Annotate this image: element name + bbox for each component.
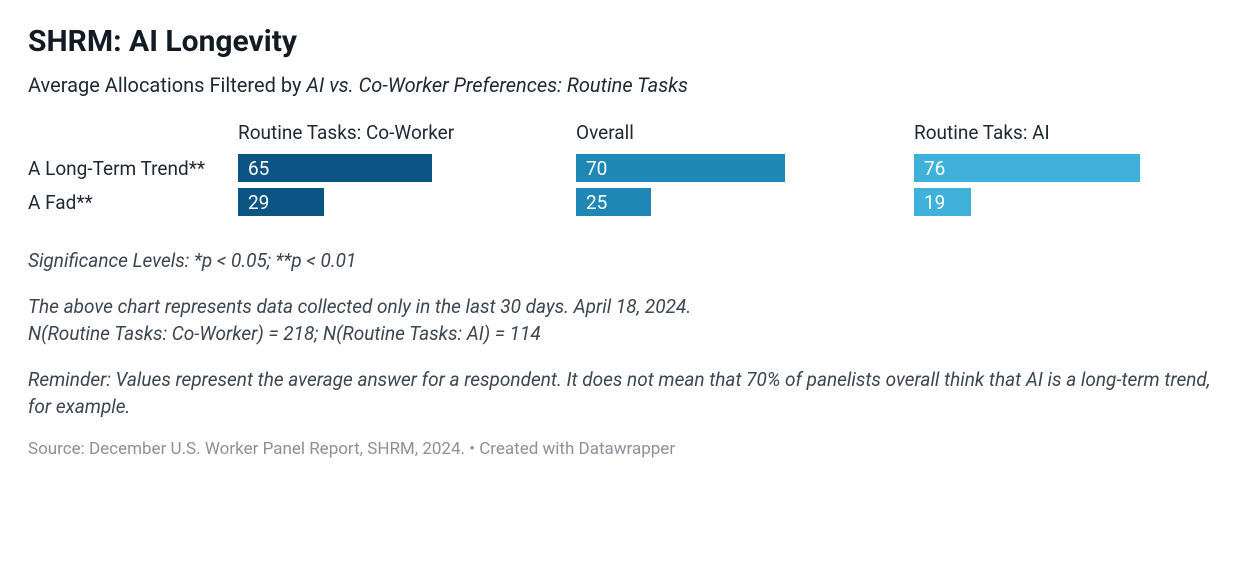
chart-column: Routine Taks: AI 76 19 — [914, 121, 1212, 219]
note-collection: The above chart represents data collecte… — [28, 293, 1212, 348]
subtitle-prefix: Average Allocations Filtered by — [28, 73, 306, 97]
bar: 25 — [576, 188, 651, 216]
bar-row: 25 — [576, 185, 874, 219]
bar-row: 65 — [238, 151, 536, 185]
bar-row: 19 — [914, 185, 1212, 219]
bar-row: 70 — [576, 151, 874, 185]
note-collection-line2: N(Routine Tasks: Co-Worker) = 218; N(Rou… — [28, 322, 541, 345]
row-label: A Long-Term Trend** — [28, 151, 238, 185]
bar: 65 — [238, 154, 432, 182]
chart-column: Overall 70 25 — [576, 121, 874, 219]
chart-source: Source: December U.S. Worker Panel Repor… — [28, 439, 1212, 459]
note-reminder: Reminder: Values represent the average a… — [28, 366, 1212, 421]
row-label: A Fad** — [28, 185, 238, 219]
chart-columns: Routine Tasks: Co-Worker 65 29 Overall 70 25 R… — [238, 121, 1212, 219]
row-labels: A Long-Term Trend** A Fad** — [28, 121, 238, 219]
note-significance: Significance Levels: *p < 0.05; **p < 0.… — [28, 247, 1212, 275]
note-collection-line1: The above chart represents data collecte… — [28, 295, 691, 318]
chart-title: SHRM: AI Longevity — [28, 24, 1212, 59]
bar: 76 — [914, 154, 1140, 182]
chart-column: Routine Tasks: Co-Worker 65 29 — [238, 121, 536, 219]
subtitle-italic: AI vs. Co-Worker Preferences: Routine Ta… — [306, 73, 688, 97]
bar: 70 — [576, 154, 785, 182]
bar: 19 — [914, 188, 971, 216]
bar-row: 29 — [238, 185, 536, 219]
chart-notes: Significance Levels: *p < 0.05; **p < 0.… — [28, 247, 1212, 421]
bar-chart: A Long-Term Trend** A Fad** Routine Task… — [28, 121, 1212, 219]
bar-row: 76 — [914, 151, 1212, 185]
column-header: Routine Tasks: Co-Worker — [238, 121, 536, 151]
chart-subtitle: Average Allocations Filtered by AI vs. C… — [28, 73, 1212, 97]
column-header: Routine Taks: AI — [914, 121, 1212, 151]
column-header: Overall — [576, 121, 874, 151]
bar: 29 — [238, 188, 324, 216]
